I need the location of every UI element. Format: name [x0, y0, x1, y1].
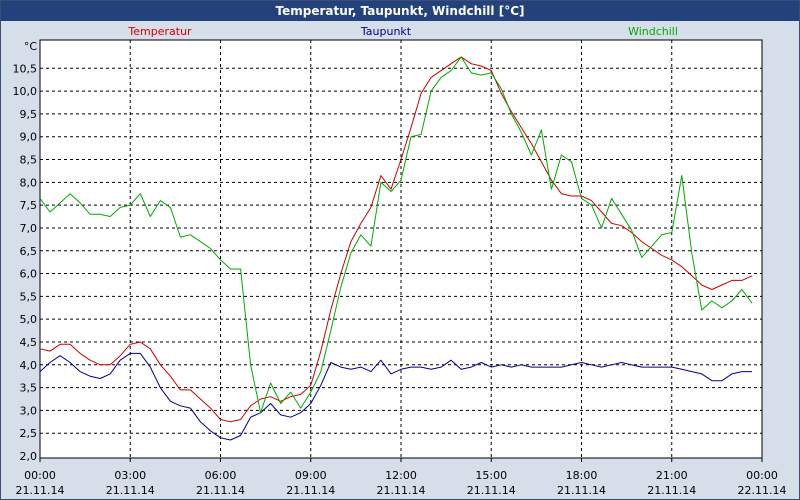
x-tick-time: 03:00 — [114, 469, 146, 482]
legend-item-windchill: Windchill — [628, 25, 678, 38]
x-tick-date: 22.11.14 — [738, 484, 787, 497]
x-tick-date: 21.11.14 — [16, 484, 65, 497]
x-tick-date: 21.11.14 — [286, 484, 335, 497]
series-line-taupunkt — [39, 352, 752, 441]
y-axis: 2,0 2,5 3,0 3,5 4,0 4,5 5,0 5,5 6,0 6,5 7,0 7,5 8,0 8… — [13, 40, 38, 463]
x-tick-date: 21.11.14 — [557, 484, 606, 497]
window-title: Temperatur, Taupunkt, Windchill [°C] — [1, 1, 799, 21]
legend-item-temperatur: Temperatur — [127, 25, 192, 38]
y-tick-label: 9,0 — [20, 131, 38, 144]
y-tick-label: 8,0 — [20, 176, 38, 189]
y-tick-label: 5,5 — [20, 290, 38, 303]
x-tick-date: 21.11.14 — [467, 484, 516, 497]
series-line-windchill — [39, 56, 753, 414]
y-tick-label: 2,5 — [20, 427, 38, 440]
x-tick-time: 00:00 — [746, 469, 778, 482]
y-tick-label: 2,0 — [20, 450, 38, 463]
y-tick-label: 6,5 — [20, 245, 38, 258]
x-tick-time: 18:00 — [566, 469, 598, 482]
y-axis-unit: °C — [24, 40, 38, 53]
x-tick-date: 21.11.14 — [647, 484, 696, 497]
y-tick-label: 5,0 — [20, 313, 38, 326]
y-tick-label: 3,0 — [20, 404, 38, 417]
y-tick-label: 3,5 — [20, 382, 38, 395]
legend: Temperatur Taupunkt Windchill — [127, 25, 678, 38]
x-tick-time: 15:00 — [475, 469, 507, 482]
x-tick-date: 21.11.14 — [196, 484, 245, 497]
y-tick-label: 8,5 — [20, 154, 38, 167]
x-axis: 00:00 21.11.14 03:00 21.11.14 06:00 21.11.14 0… — [16, 458, 787, 497]
y-tick-label: 10,0 — [13, 85, 38, 98]
x-tick-time: 21:00 — [656, 469, 688, 482]
x-tick-time: 06:00 — [205, 469, 237, 482]
x-tick-date: 21.11.14 — [106, 484, 155, 497]
y-tick-label: 9,5 — [20, 108, 38, 121]
series-group — [39, 56, 753, 441]
y-tick-label: 4,5 — [20, 336, 38, 349]
y-tick-label: 6,0 — [20, 268, 38, 281]
y-tick-label: 10,5 — [13, 62, 38, 75]
x-tick-time: 00:00 — [24, 469, 56, 482]
y-tick-label: 7,0 — [20, 222, 38, 235]
y-tick-label: 7,5 — [20, 199, 38, 212]
y-tick-label: 4,0 — [20, 359, 38, 372]
x-tick-time: 09:00 — [295, 469, 327, 482]
x-tick-date: 21.11.14 — [377, 484, 426, 497]
legend-item-taupunkt: Taupunkt — [360, 25, 412, 38]
x-tick-time: 12:00 — [385, 469, 417, 482]
